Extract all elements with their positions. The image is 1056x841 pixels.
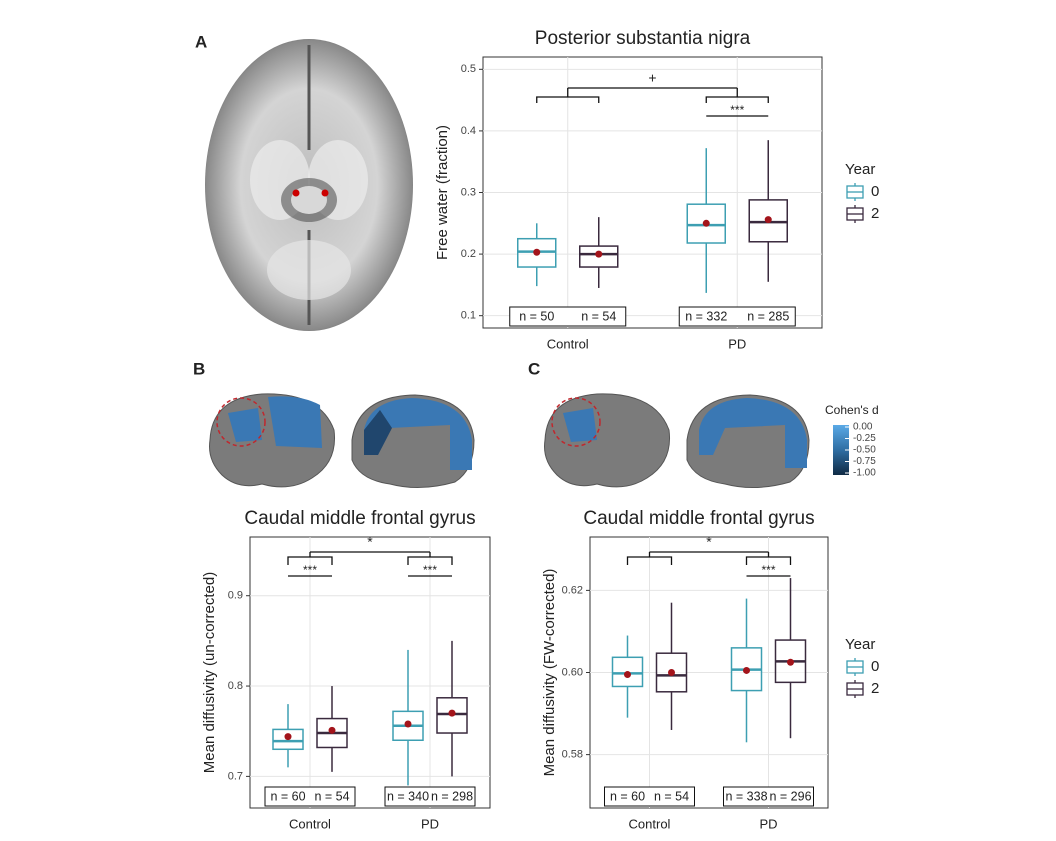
x-tick-label: Control: [629, 816, 671, 831]
bracket: [407, 552, 453, 565]
n-label: n = 54: [654, 789, 689, 803]
legend-label: 2: [871, 205, 879, 222]
n-label: n = 60: [610, 789, 645, 803]
legend-label: 0: [871, 658, 879, 675]
mean-point: [328, 726, 336, 734]
y-axis-label: Mean diffusivity (un-corrected): [201, 572, 218, 773]
brain-axial: [205, 39, 413, 331]
colorbar: [833, 425, 849, 475]
significance: ***: [730, 103, 744, 117]
n-label-box: [678, 306, 796, 327]
plot-background: [249, 536, 491, 809]
colorbar-title: Cohen's d: [825, 403, 879, 417]
y-tick-label: 0.1: [461, 310, 476, 322]
n-label: n = 296: [769, 789, 811, 803]
bracket: [705, 88, 769, 103]
y-tick-label: 0.8: [228, 680, 243, 692]
x-tick-label: PD: [421, 816, 439, 831]
panel-label: A: [195, 32, 207, 51]
mean-point: [624, 671, 631, 679]
mean-point: [448, 709, 456, 717]
mean-point: [668, 669, 675, 676]
mean-point: [743, 666, 750, 674]
y-axis-label: Mean diffusivity (FW-corrected): [541, 569, 558, 777]
chart-title: Caudal middle frontal gyrus: [244, 508, 475, 529]
colorbar-label: -0.75: [853, 456, 876, 467]
legend-label: 0: [871, 183, 879, 200]
legend-title: Year: [845, 161, 875, 178]
y-tick-label: 0.62: [562, 584, 583, 596]
y-tick-label: 0.58: [562, 749, 583, 761]
chart-title: Posterior substantia nigra: [535, 28, 751, 49]
significance: ***: [303, 563, 317, 577]
x-tick-label: Control: [547, 336, 589, 351]
panel-label: B: [193, 359, 205, 378]
x-tick-label: Control: [289, 816, 331, 831]
colorbar-label: -0.25: [853, 433, 876, 444]
brain-surface: [544, 393, 810, 489]
y-tick-label: 0.4: [461, 125, 476, 137]
n-label-box: [723, 786, 814, 807]
mean-point: [284, 733, 292, 741]
n-label-box: [264, 786, 356, 807]
bracket: [626, 552, 673, 565]
n-label: n = 50: [519, 309, 554, 323]
bracket: [745, 552, 792, 565]
bracket: [287, 552, 333, 565]
brain-surface: [209, 393, 475, 489]
n-label: n = 285: [747, 309, 789, 323]
y-tick-label: 0.7: [228, 770, 243, 782]
significance: *: [706, 534, 712, 550]
significance: +: [648, 70, 656, 86]
colorbar-label: 0.00: [853, 422, 873, 433]
mean-point: [787, 658, 794, 666]
chart-title: Caudal middle frontal gyrus: [583, 508, 814, 529]
n-label-box: [604, 786, 695, 807]
y-axis-label: Free water (fraction): [434, 125, 451, 260]
n-label: n = 338: [725, 789, 767, 803]
x-tick-label: PD: [759, 816, 777, 831]
significance: ***: [761, 563, 775, 577]
mean-point: [595, 250, 603, 258]
n-label: n = 60: [270, 789, 305, 803]
n-label: n = 54: [314, 789, 349, 803]
y-tick-label: 0.3: [461, 186, 476, 198]
significance: ***: [423, 563, 437, 577]
y-tick-label: 0.60: [562, 666, 583, 678]
significance: *: [367, 534, 373, 550]
y-tick-label: 0.2: [461, 248, 476, 260]
box: [686, 203, 726, 244]
mean-point: [533, 248, 541, 256]
n-label: n = 54: [581, 309, 616, 323]
y-tick-label: 0.5: [461, 63, 476, 75]
n-label: n = 298: [431, 789, 473, 803]
n-label: n = 340: [387, 789, 429, 803]
mean-point: [764, 216, 772, 224]
bracket: [536, 88, 600, 103]
legend-label: 2: [871, 680, 879, 697]
panel-label: C: [528, 359, 540, 378]
mean-point: [404, 720, 412, 728]
colorbar-label: -1.00: [853, 468, 876, 479]
y-tick-label: 0.9: [228, 590, 243, 602]
n-label-box: [384, 786, 476, 807]
n-label-box: [509, 306, 627, 327]
n-label: n = 332: [685, 309, 727, 323]
mean-point: [702, 219, 710, 227]
colorbar-label: -0.50: [853, 445, 876, 456]
x-tick-label: PD: [728, 336, 746, 351]
legend-title: Year: [845, 636, 875, 653]
